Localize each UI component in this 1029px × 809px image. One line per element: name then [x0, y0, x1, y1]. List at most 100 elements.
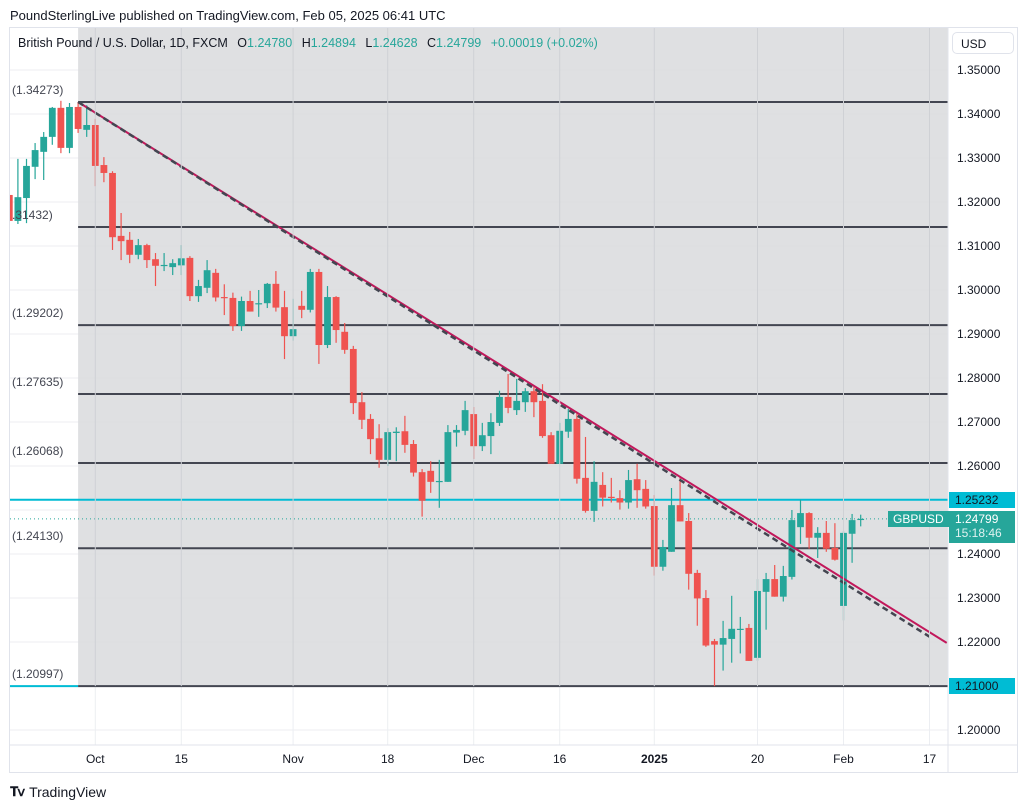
candle-body — [797, 513, 804, 528]
candle — [298, 290, 306, 319]
candle-body — [702, 598, 710, 646]
candle — [238, 296, 245, 331]
candle-body — [349, 348, 357, 404]
tradingview-logo[interactable]: 𝐓ⅴ TradingView — [10, 784, 106, 800]
candle-body — [212, 272, 220, 298]
candle — [736, 616, 744, 654]
candle — [513, 378, 521, 415]
level-label: .31432) — [12, 207, 53, 222]
candle-body — [573, 418, 581, 479]
candle — [332, 296, 340, 343]
price-tick-label: 1.23000 — [957, 591, 1001, 605]
candle — [246, 290, 254, 312]
candle — [186, 256, 194, 301]
candle-body — [668, 505, 675, 552]
candle-body — [341, 331, 349, 350]
candle — [23, 158, 30, 224]
candle-body — [521, 391, 529, 403]
candle — [564, 408, 572, 438]
candle-body — [186, 257, 194, 297]
time-tick-label: 16 — [553, 752, 567, 766]
candle-body — [693, 572, 701, 599]
candle-body — [392, 431, 400, 433]
candle-body — [530, 391, 538, 403]
candle — [814, 527, 822, 558]
price-tick-label: 1.22000 — [957, 635, 1001, 649]
candle — [392, 427, 400, 462]
candle-body — [496, 396, 503, 423]
candle — [74, 101, 82, 133]
candle — [676, 476, 684, 522]
candle-body — [435, 480, 443, 483]
time-tick-label: 2025 — [640, 752, 668, 766]
candle — [341, 323, 349, 354]
candle — [427, 461, 435, 493]
candle — [324, 286, 331, 349]
price-tick-label: 1.26000 — [957, 459, 1001, 473]
candle-body — [642, 488, 650, 507]
candle — [771, 565, 779, 597]
low-value: 1.24628 — [372, 36, 418, 50]
candle-body — [478, 435, 486, 447]
last-price: 1.24799 — [955, 511, 999, 526]
candle-body — [160, 264, 168, 267]
price-tick-label: 1.31000 — [957, 239, 1001, 253]
candle — [668, 488, 675, 552]
candle-body — [582, 477, 589, 511]
candle — [822, 521, 830, 552]
level-label: (1.29202) — [12, 306, 64, 321]
price-tick-label: 1.27000 — [957, 415, 1001, 429]
candle — [375, 424, 383, 468]
candle-body — [728, 628, 736, 639]
level-label: (1.27635) — [12, 375, 64, 390]
symbol-legend: British Pound / U.S. Dollar, 1D, FXCM O1… — [18, 36, 604, 50]
candle — [160, 253, 168, 272]
candle-body — [134, 245, 142, 255]
close-value: 1.24799 — [436, 36, 482, 50]
candle-body — [607, 496, 615, 498]
candle — [444, 425, 452, 482]
time-tick-label: 17 — [922, 752, 937, 766]
candle-body — [195, 286, 202, 297]
support-price-badge: 1.21000 — [949, 678, 1015, 695]
price-tick-label: 1.24000 — [957, 547, 1001, 561]
candle — [642, 480, 650, 509]
symbol-description: British Pound / U.S. Dollar, 1D, FXCM — [18, 36, 228, 50]
candle-body — [83, 125, 91, 130]
tradingview-logo-icon: 𝐓ⅴ — [10, 784, 25, 799]
candle-body — [10, 194, 13, 221]
time-tick-label: 15 — [174, 752, 188, 766]
candle-body — [814, 532, 822, 538]
time-tick-label: 20 — [750, 752, 765, 766]
candle — [702, 590, 710, 647]
symbol-badge: GBPUSD — [888, 510, 949, 527]
candle — [779, 565, 787, 602]
candle — [100, 157, 108, 183]
candle-body — [100, 165, 108, 173]
candle-body — [659, 546, 667, 567]
price-tick-label: 1.34000 — [957, 107, 1001, 121]
currency-selector[interactable]: USD — [952, 32, 1014, 54]
chart-frame — [9, 27, 1018, 773]
candle-body — [263, 283, 271, 304]
candle-body — [220, 297, 228, 299]
candle-body — [685, 521, 693, 574]
candle — [805, 512, 813, 549]
candle — [633, 463, 641, 508]
price-tick-label: 1.32000 — [957, 195, 1001, 209]
price-tick-label: 1.28000 — [957, 371, 1001, 385]
candle — [263, 282, 271, 309]
candle — [306, 268, 314, 313]
candle-body — [513, 400, 521, 411]
candle — [195, 279, 202, 302]
candle-body — [848, 520, 856, 534]
candle-body — [461, 410, 469, 431]
candle-body — [332, 297, 340, 331]
candle-body — [169, 263, 177, 268]
candle — [831, 523, 839, 561]
candle — [797, 499, 804, 544]
candle — [281, 290, 288, 360]
candle — [31, 143, 39, 180]
candle-body — [779, 576, 787, 597]
